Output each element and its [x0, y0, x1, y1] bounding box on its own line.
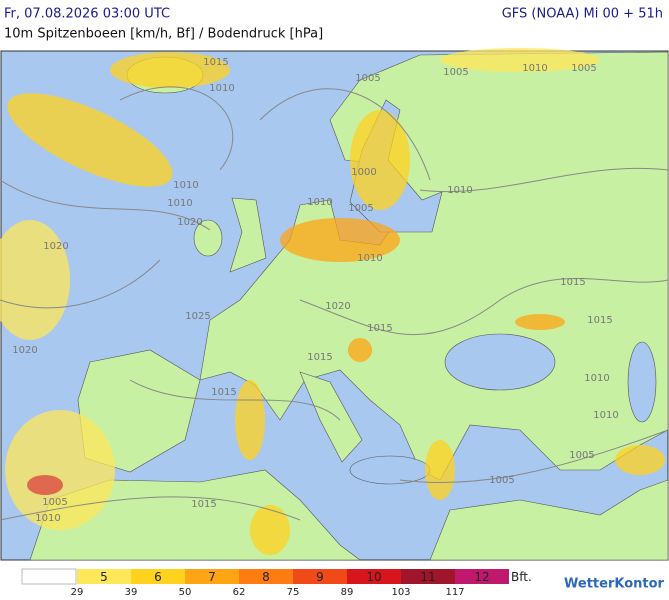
isobar-label: 1015 [367, 323, 392, 334]
legend-color-box [239, 569, 293, 584]
isobar-label: 1005 [443, 67, 468, 78]
isobar-label: 1015 [307, 352, 332, 363]
isobar-label: 1005 [489, 475, 514, 486]
gust-areas [0, 48, 665, 555]
legend-color-box [77, 569, 131, 584]
legend-color-box [401, 569, 455, 584]
isobar-label: 1010 [167, 198, 192, 209]
datetime: Fr, 07.08.2026 03:00 UTC [4, 7, 170, 22]
isobar-label: 1010 [173, 180, 198, 191]
brand: WetterKontor [564, 577, 665, 592]
isobar-label: 1005 [355, 73, 380, 84]
legend-threshold: 39 [125, 587, 138, 598]
model-run: GFS (NOAA) Mi 00 + 51h [502, 7, 663, 22]
isobar-label: 1025 [185, 311, 210, 322]
isobar-label: 1010 [307, 197, 332, 208]
isobar-label: 1005 [569, 450, 594, 461]
legend-bft-label: 9 [316, 570, 324, 584]
isobar-label: 1020 [43, 241, 68, 252]
isobar-label: 1010 [209, 83, 234, 94]
legend-threshold: 103 [391, 587, 410, 598]
legend-color-box [347, 569, 401, 584]
legend-color-box [131, 569, 185, 584]
isobar-label: 1015 [191, 499, 216, 510]
legend-threshold: 75 [287, 587, 300, 598]
isobar-label: 1010 [522, 63, 547, 74]
map [0, 48, 669, 561]
isobars [0, 86, 669, 521]
isobar-label: 1005 [42, 497, 67, 508]
isobar-label: 1010 [35, 513, 60, 524]
isobar-label: 1005 [348, 203, 373, 214]
legend-bft-label: 8 [262, 570, 270, 584]
isobar-label: 1015 [587, 315, 612, 326]
legend-bft-label: 5 [100, 570, 108, 584]
legend-threshold: 117 [445, 587, 464, 598]
isobar-label: 1010 [593, 410, 618, 421]
legend [21, 568, 77, 585]
legend-bft-label: 12 [474, 570, 489, 584]
isobar-label: 1015 [560, 277, 585, 288]
legend-threshold: 62 [233, 587, 246, 598]
isobar-label: 1020 [177, 217, 202, 228]
legend-threshold: 89 [341, 587, 354, 598]
legend-bft-label: 6 [154, 570, 162, 584]
legend-threshold: 29 [71, 587, 84, 598]
legend-threshold: 50 [179, 587, 192, 598]
isobar-label: 1010 [584, 373, 609, 384]
legend-bft-label: 7 [208, 570, 216, 584]
isobar-label: 1015 [203, 57, 228, 68]
isobar-label: 1020 [325, 301, 350, 312]
isobar-label: 1005 [571, 63, 596, 74]
legend-color-box [293, 569, 347, 584]
subtitle: 10m Spitzenboeen [km/h, Bf] / Bodendruck… [4, 27, 323, 42]
legend-unit: Bft. [511, 570, 532, 584]
isobar-label: 1015 [211, 387, 236, 398]
isobar-label: 1020 [12, 345, 37, 356]
legend-bft-label: 10 [366, 570, 381, 584]
legend-color-box [455, 569, 509, 584]
isobar-label: 1000 [351, 167, 376, 178]
isobar-label: 1010 [447, 185, 472, 196]
brand-logo: WetterKontor [564, 577, 665, 592]
isobar-label: 1010 [357, 253, 382, 264]
legend-empty-class [21, 568, 77, 585]
legend-bft-label: 11 [420, 570, 435, 584]
legend-color-box [185, 569, 239, 584]
